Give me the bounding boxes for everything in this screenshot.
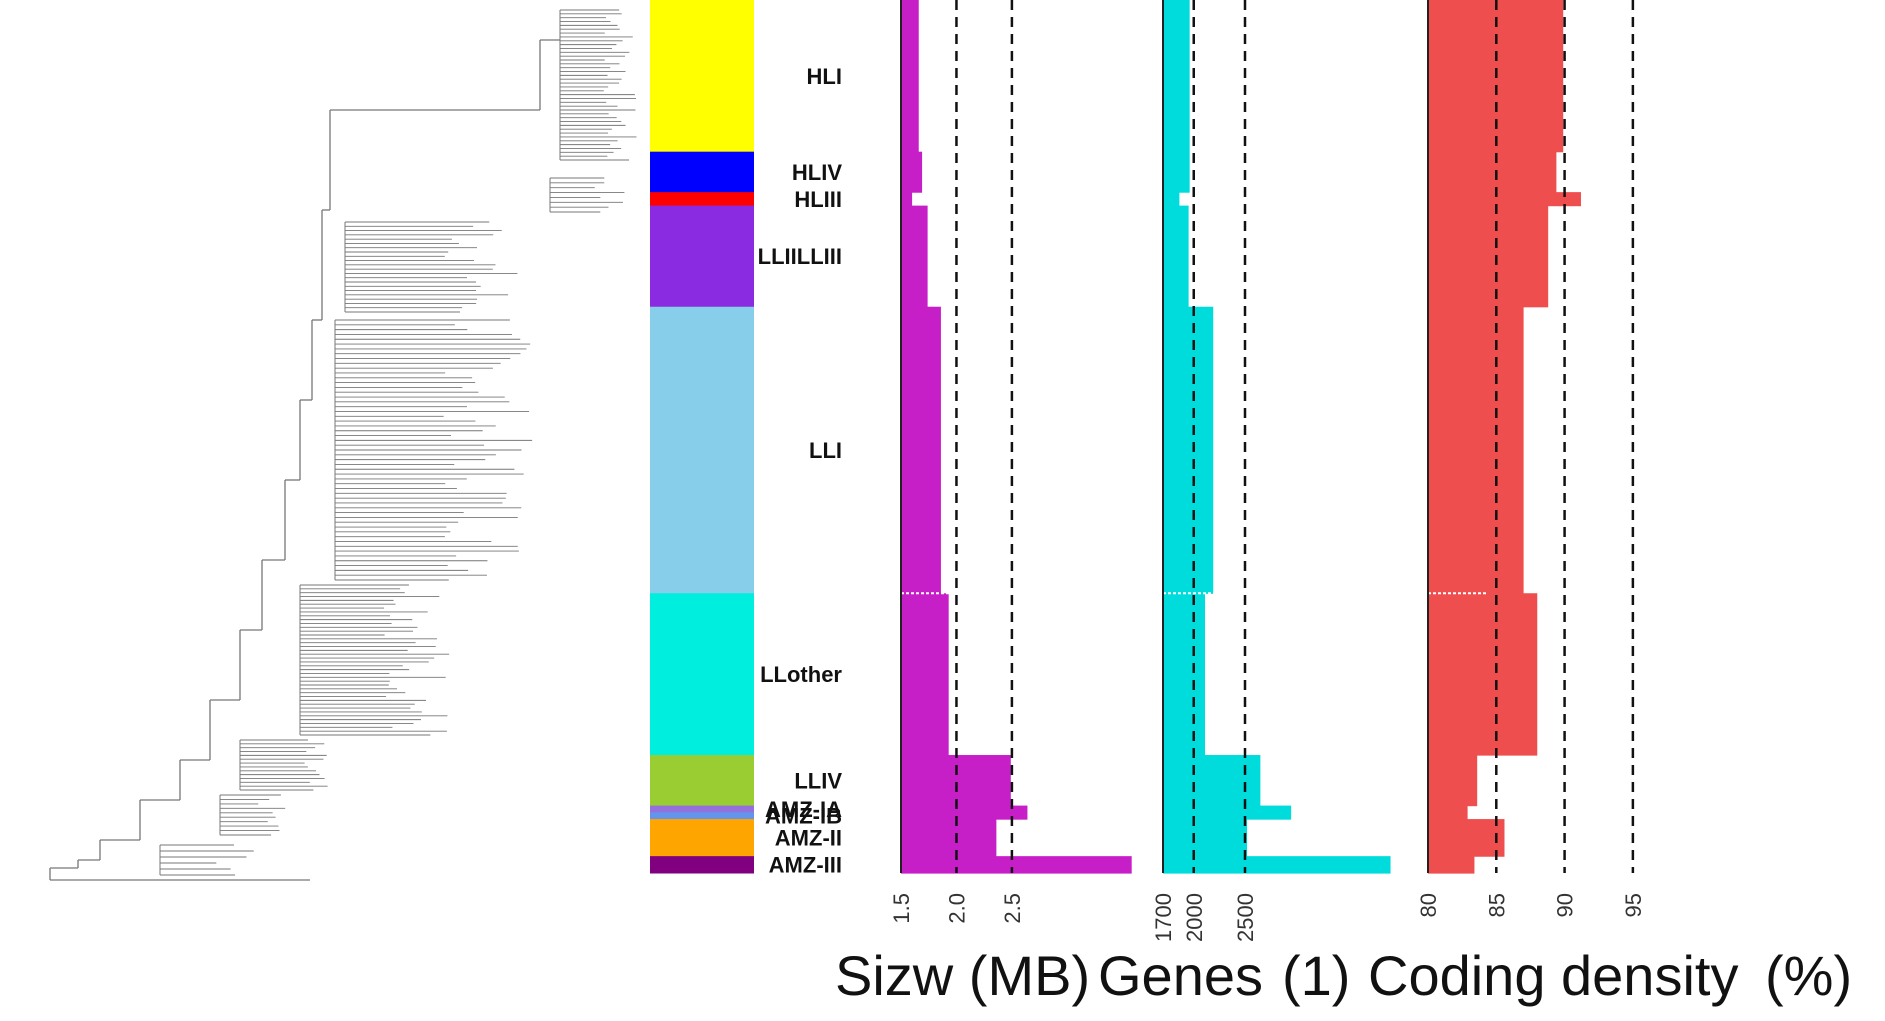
tick-label: 2.0	[944, 893, 969, 924]
clade-label: AMZ-III	[769, 853, 842, 878]
bar	[901, 819, 997, 857]
bar	[1428, 856, 1475, 874]
bar	[901, 805, 1028, 813]
bar	[901, 151, 923, 193]
bar	[901, 192, 913, 207]
clade-label: HLIV	[792, 160, 842, 185]
tick-label: 2000	[1182, 893, 1207, 942]
bar	[1428, 151, 1557, 193]
genes-unit: (1)	[1282, 944, 1351, 1007]
clade-band	[650, 0, 754, 153]
clade-band	[650, 856, 754, 874]
clade-band	[650, 205, 754, 308]
coding-density-axis-title: Coding density	[1368, 944, 1739, 1007]
tick-label: 85	[1484, 893, 1509, 917]
clade-band	[650, 151, 754, 193]
bar	[901, 306, 941, 594]
clade-band	[650, 192, 754, 207]
tick-label: 2.5	[1000, 893, 1025, 924]
bar	[1428, 593, 1538, 756]
bar	[1428, 755, 1478, 807]
bar	[1428, 205, 1549, 308]
bar	[1163, 0, 1190, 153]
bar	[1163, 306, 1214, 594]
bar	[1428, 306, 1524, 594]
clade-label: AMZ-II	[775, 826, 842, 851]
clade-label: LLIILLIII	[758, 244, 842, 269]
tick-label: 90	[1553, 893, 1578, 917]
bar	[1163, 812, 1292, 820]
clade-band	[650, 593, 754, 756]
clade-label: AMZ-IA	[765, 797, 842, 822]
clade-label: AMZ-IB	[765, 804, 842, 829]
clade-label: LLI	[809, 438, 842, 463]
size-axis-title: Sizw (MB)	[835, 944, 1091, 1007]
bar	[1163, 819, 1248, 857]
bar	[1163, 205, 1189, 308]
bar	[901, 812, 1028, 820]
bar	[1163, 856, 1391, 874]
phylogenetic-tree	[49, 9, 637, 881]
clade-label: HLIII	[794, 187, 842, 212]
tick-label: 1.5	[889, 893, 914, 924]
clade-label: LLIV	[794, 768, 842, 793]
clade-band	[650, 755, 754, 807]
bar	[1163, 755, 1261, 807]
clade-band	[650, 805, 754, 813]
bar	[901, 755, 1011, 807]
bar	[1163, 192, 1180, 207]
bar	[1163, 151, 1190, 193]
clade-label: HLI	[807, 64, 842, 89]
bar	[1163, 805, 1292, 813]
clade-band	[650, 306, 754, 594]
tick-label: 80	[1416, 893, 1441, 917]
bar	[1428, 819, 1505, 857]
bar	[901, 856, 1132, 874]
bar	[1428, 812, 1468, 820]
bar	[901, 593, 949, 756]
bar	[901, 0, 919, 153]
tick-label: 2500	[1233, 893, 1258, 942]
coding-density-unit: (%)	[1765, 944, 1853, 1007]
clade-band	[650, 812, 754, 820]
bar	[1428, 805, 1468, 813]
clade-label: LLother	[760, 662, 842, 687]
clade-band	[650, 819, 754, 857]
bar	[1163, 593, 1206, 756]
tick-label: 95	[1621, 893, 1646, 917]
bar	[1428, 192, 1581, 207]
bar	[901, 205, 928, 308]
genes-axis-title: Genes	[1098, 944, 1263, 1007]
tick-label: 1700	[1151, 893, 1176, 942]
